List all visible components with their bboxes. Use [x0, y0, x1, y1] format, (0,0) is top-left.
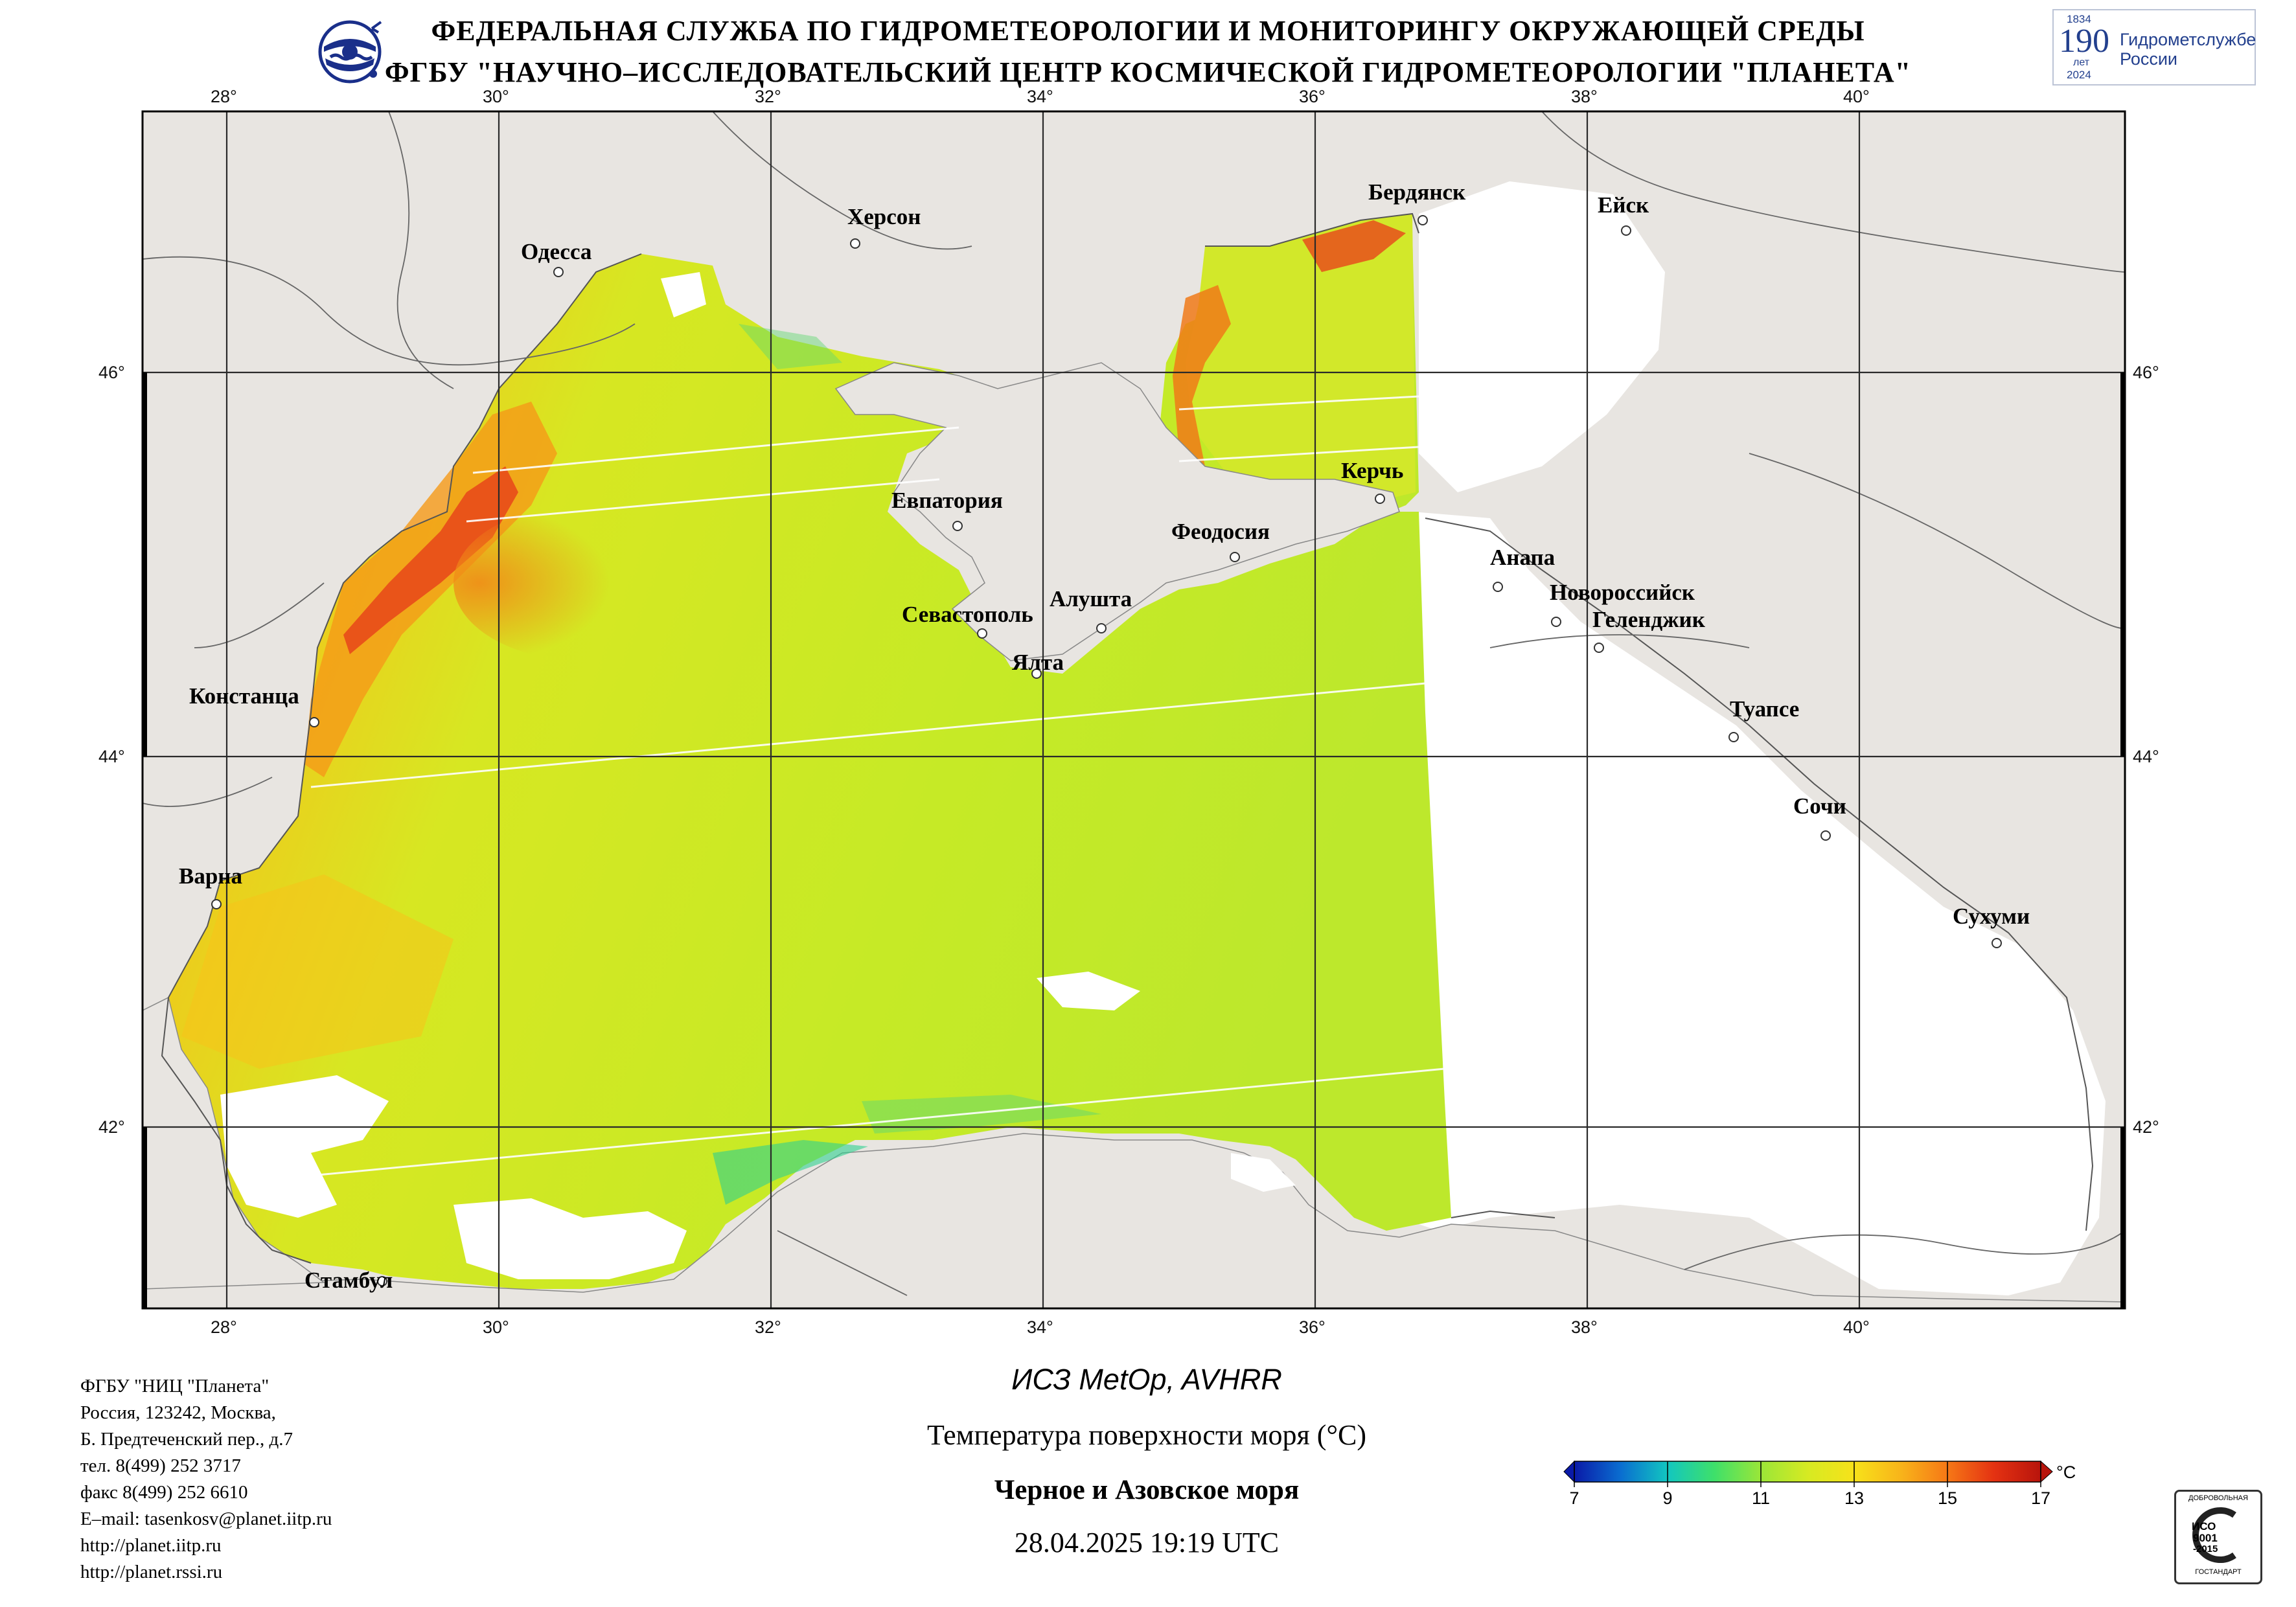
region-label: Черное и Азовское моря — [994, 1475, 1300, 1505]
city-label-evpatoria: Евпатория — [891, 488, 1003, 513]
contact-line: Б. Предтеченский пер., д.7 — [80, 1429, 293, 1450]
crimea-land — [834, 362, 1400, 661]
lat-label-left: 44° — [98, 747, 125, 766]
colorbar-tick: 13 — [1844, 1488, 1865, 1508]
black-sea-nodata — [1399, 512, 2106, 1295]
city-label-sochi: Сочи — [1793, 793, 1846, 819]
lat-label-right: 42° — [2133, 1117, 2159, 1137]
lon-label-bottom: 38° — [1571, 1317, 1598, 1337]
cert-number: 9001 — [2193, 1532, 2218, 1544]
anniversary-number: 190 — [2059, 23, 2109, 60]
city-label-anapa: Анапа — [1490, 545, 1555, 570]
lon-label-bottom: 34° — [1027, 1317, 1053, 1337]
contact-line: http://planet.rssi.ru — [80, 1562, 223, 1582]
colorbar-tick: 7 — [1569, 1488, 1579, 1508]
anatolia-land — [143, 1133, 2125, 1308]
city-label-kherson: Херсон — [847, 204, 921, 229]
colorbar-tick: 11 — [1751, 1488, 1771, 1508]
anniversary-year-end: 2024 — [2067, 69, 2091, 81]
anniversary-logo: 1834 190 лет 2024 Гидрометслужбе России — [2052, 9, 2256, 85]
colorbar-tick: 9 — [1662, 1488, 1673, 1508]
city-label-tuapse: Туапсе — [1730, 696, 1799, 722]
lon-label-bottom: 28° — [211, 1317, 237, 1337]
city-label-sukhumi: Сухуми — [1953, 904, 2030, 929]
satellite-label: ИСЗ MetOp, AVHRR — [1011, 1363, 1282, 1396]
city-label-istanbul: Стамбул — [304, 1268, 393, 1293]
anniversary-text-1: Гидрометслужбе — [2120, 30, 2256, 49]
lon-label-bottom: 32° — [755, 1317, 781, 1337]
hot-coastal-water — [343, 466, 518, 654]
cert-iso: ИСО — [2192, 1520, 2216, 1533]
cert-bottom-text: ГОСТАНДАРТ — [2195, 1568, 2242, 1576]
lon-label-top: 34° — [1027, 87, 1053, 106]
azov-sst — [1186, 214, 1416, 505]
colorbar-unit: °C — [2056, 1463, 2076, 1482]
cloud-patches — [220, 272, 1296, 1279]
temperature-colorbar — [1563, 1460, 2053, 1487]
anniversary-unit: лет — [2073, 57, 2090, 68]
city-label-novorossiysk: Новороссийск — [1550, 580, 1695, 605]
roshydromet-emblem-icon — [316, 18, 387, 85]
city-label-gelendzhik: Геленджик — [1592, 607, 1706, 632]
anniversary-text-2: России — [2120, 49, 2178, 69]
cert-emblem-icon — [2192, 1507, 2236, 1563]
lat-label-right: 44° — [2133, 747, 2159, 766]
lon-label-bottom: 36° — [1299, 1317, 1326, 1337]
contact-line: факс 8(499) 252 6610 — [80, 1482, 248, 1503]
colorbar-tick: 15 — [1937, 1488, 1958, 1508]
anniversary-year-start: 1834 — [2067, 13, 2091, 25]
city-label-odessa: Одесса — [521, 239, 591, 264]
lat-label-left: 42° — [98, 1117, 125, 1137]
header-agency-title: ФЕДЕРАЛЬНАЯ СЛУЖБА ПО ГИДРОМЕТЕОРОЛОГИИ … — [431, 15, 1865, 47]
lat-label-right: 46° — [2133, 363, 2159, 382]
contact-block: ФГБУ "НИЦ "Планета" Россия, 123242, Моск… — [80, 1373, 332, 1586]
header-center-title: ФГБУ "НАУЧНО–ИССЛЕДОВАТЕЛЬСКИЙ ЦЕНТР КОС… — [384, 56, 1912, 88]
city-label-yalta: Ялта — [1012, 650, 1064, 675]
city-label-feodosia: Феодосия — [1171, 519, 1270, 544]
datetime-label: 28.04.2025 19:19 UTC — [1014, 1527, 1280, 1558]
iso-certificate-badge: ДОБРОВОЛЬНАЯ ИСО 9001 -2015 ГОСТАНДАРТ — [2174, 1490, 2262, 1584]
city-label-constanta: Констанца — [189, 683, 299, 709]
parameter-label: Температура поверхности моря (°C) — [926, 1419, 1367, 1451]
city-label-alushta: Алушта — [1050, 586, 1132, 611]
contact-line: http://planet.iitp.ru — [80, 1535, 222, 1556]
city-label-yeysk: Ейск — [1598, 192, 1649, 218]
contact-line: Россия, 123242, Москва, — [80, 1402, 276, 1423]
lat-label-left: 46° — [98, 363, 125, 382]
cert-top-text: ДОБРОВОЛЬНАЯ — [2188, 1494, 2248, 1502]
contact-line: тел. 8(499) 252 3717 — [80, 1455, 241, 1476]
colorbar-tick: 17 — [2030, 1488, 2051, 1508]
lon-label-bottom: 30° — [483, 1317, 509, 1337]
city-label-varna: Варна — [179, 863, 242, 889]
city-label-kerch: Керчь — [1341, 458, 1403, 483]
lon-label-top: 40° — [1843, 87, 1870, 106]
azov-sea-nodata — [1419, 181, 1665, 492]
lon-label-top: 30° — [483, 87, 509, 106]
lon-label-bottom: 40° — [1843, 1317, 1870, 1337]
lon-label-top: 36° — [1299, 87, 1326, 106]
contact-line: E–mail: tasenkosv@planet.iitp.ru — [80, 1509, 332, 1529]
city-markers — [211, 215, 2002, 1286]
lon-label-top: 28° — [211, 87, 237, 106]
coordinate-grid — [143, 111, 2125, 1308]
contact-line: ФГБУ "НИЦ "Планета" — [80, 1376, 270, 1396]
lon-label-top: 38° — [1571, 87, 1598, 106]
lon-label-top: 32° — [755, 87, 781, 106]
city-label-sevastopol: Севастополь — [902, 602, 1033, 627]
cert-year: -2015 — [2193, 1544, 2218, 1555]
city-label-berdyansk: Бердянск — [1368, 179, 1466, 205]
